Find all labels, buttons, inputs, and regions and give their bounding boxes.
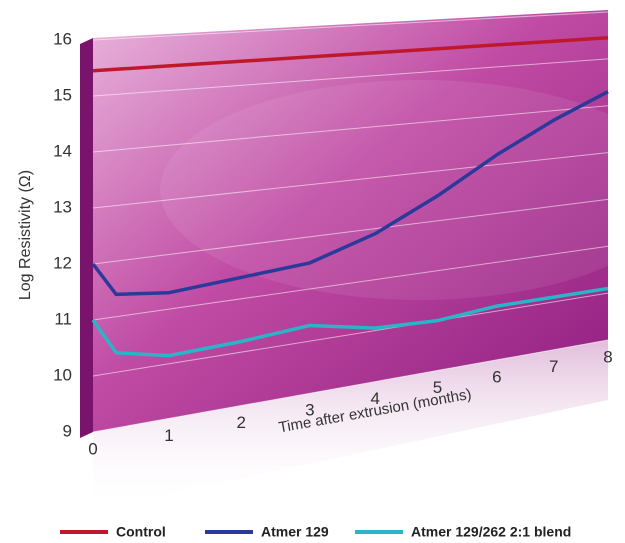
y-tick-label: 15 bbox=[53, 85, 72, 104]
y-tick-label: 12 bbox=[53, 253, 72, 272]
x-tick-label: 6 bbox=[492, 367, 501, 386]
y-tick-label: 11 bbox=[54, 309, 72, 328]
chart: 910111213141516012345678 Time after extr… bbox=[0, 0, 625, 543]
page: 910111213141516012345678 Time after extr… bbox=[0, 0, 625, 543]
y-tick-label: 10 bbox=[53, 365, 72, 384]
x-tick-label: 0 bbox=[88, 439, 97, 458]
x-tick-label: 1 bbox=[164, 426, 173, 445]
y-tick-label: 14 bbox=[53, 141, 72, 160]
legend-label: Control bbox=[116, 524, 166, 540]
x-tick-label: 7 bbox=[549, 357, 558, 376]
legend-label: Atmer 129 bbox=[261, 524, 329, 540]
y-axis-title: Log Resistivity (Ω) bbox=[17, 170, 34, 300]
y-tick-label: 16 bbox=[53, 29, 72, 48]
y-tick-label: 9 bbox=[63, 421, 72, 440]
x-tick-label: 8 bbox=[603, 347, 612, 366]
x-tick-label: 2 bbox=[236, 413, 245, 432]
panel-side bbox=[80, 38, 93, 438]
y-tick-label: 13 bbox=[53, 197, 72, 216]
legend-label: Atmer 129/262 2:1 blend bbox=[411, 524, 571, 540]
